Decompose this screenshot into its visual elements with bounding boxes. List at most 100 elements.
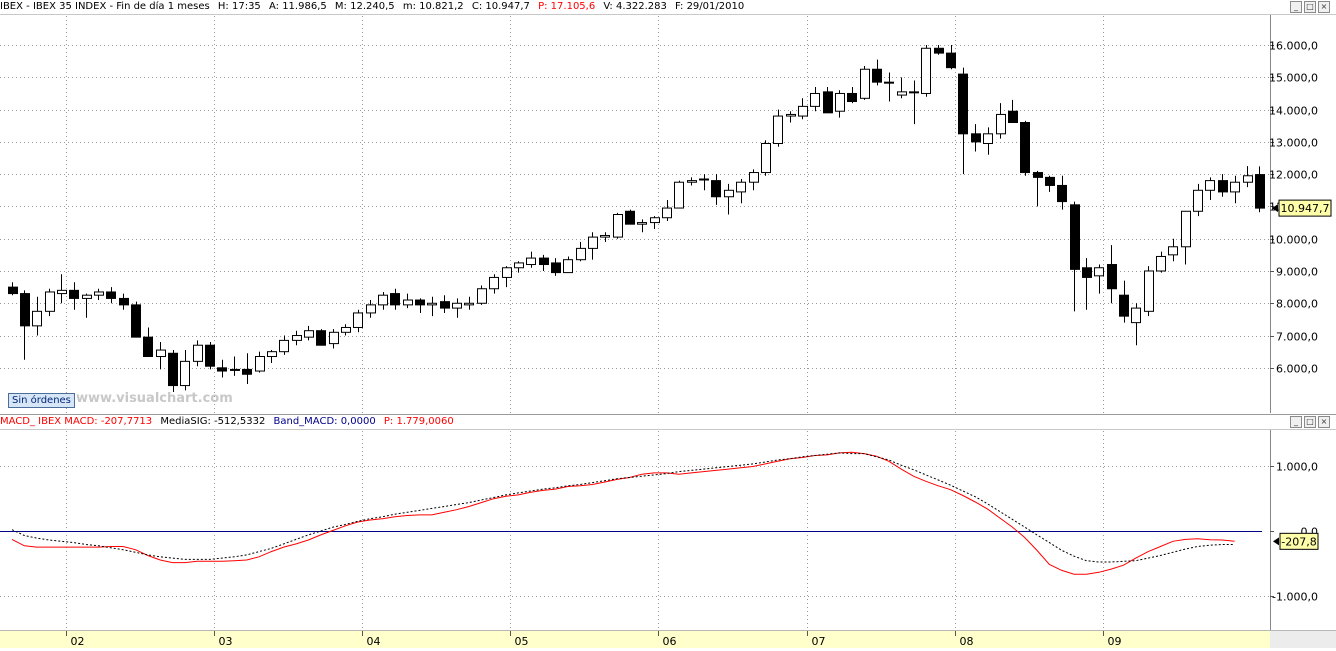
macd-chart: 1.000,00.0-1.000,0-207,8: [0, 430, 1319, 631]
last-macd-label: -207,8: [1281, 535, 1316, 548]
candle-up: [526, 251, 536, 268]
axis-corner: [1270, 630, 1336, 648]
candle-up: [464, 296, 474, 310]
price-tick-label: 13.000,0: [1269, 137, 1318, 150]
candle-up: [909, 80, 919, 125]
candle-body: [860, 68, 870, 99]
candle-up: [353, 309, 363, 333]
candle-body: [94, 291, 104, 296]
macd-close-button[interactable]: ×: [1318, 416, 1330, 428]
candle-body: [1082, 267, 1092, 278]
candle-up: [1243, 166, 1253, 188]
candle-up: [1181, 210, 1191, 265]
maximize-button[interactable]: □: [1304, 1, 1316, 13]
price-pane[interactable]: IBEX - IBEX 35 INDEX - Fin de día 1 mese…: [0, 0, 1336, 413]
close-button[interactable]: ×: [1318, 1, 1330, 13]
candle-up: [1156, 251, 1166, 273]
candle-up: [699, 174, 709, 191]
time-axis-labels: 02 03 04 05 06 07 08 09: [66, 631, 1122, 648]
candle-down: [1119, 280, 1129, 323]
last-price-label: 10.947,7: [1281, 202, 1330, 215]
candle-up: [279, 335, 289, 355]
candle-body: [489, 276, 499, 290]
volume-label: V: 4.322.283: [603, 1, 667, 12]
candle-up: [427, 296, 437, 317]
candle-body: [1119, 294, 1129, 317]
candle-down: [119, 293, 129, 310]
candle-body: [798, 105, 808, 117]
candle-down: [1082, 258, 1092, 310]
candle-body: [57, 289, 67, 295]
candle-up: [502, 266, 512, 288]
candle-down: [316, 329, 326, 346]
candle-body: [921, 47, 931, 94]
candle-body: [1057, 184, 1067, 203]
candle-up: [1193, 183, 1203, 217]
candle-down: [168, 350, 178, 393]
candle-up: [489, 274, 499, 294]
last-price-pointer: [1272, 204, 1278, 213]
candle-up: [32, 296, 42, 336]
candle-down: [106, 287, 116, 304]
candle-up: [403, 293, 413, 309]
p-label: P: 17.105,6: [538, 1, 596, 12]
candle-down: [1020, 120, 1030, 176]
candle-body: [736, 181, 746, 193]
candle-down: [625, 209, 635, 225]
candle-up: [786, 111, 796, 123]
candle-body: [934, 47, 944, 54]
candle-down: [1033, 170, 1043, 207]
candle-body: [1033, 172, 1043, 178]
sin-ordenes-button[interactable]: Sin órdenes: [8, 393, 75, 408]
candle-up: [613, 212, 623, 239]
macd-maximize-button[interactable]: □: [1304, 416, 1316, 428]
candle-up: [366, 300, 376, 318]
candle-body: [217, 367, 227, 372]
last-macd-pointer: [1273, 537, 1279, 546]
candle-body: [1168, 246, 1178, 256]
candle-down: [131, 301, 141, 338]
candle-body: [1255, 174, 1265, 209]
candle-body: [958, 73, 968, 135]
candle-body: [106, 291, 116, 299]
candle-body: [637, 222, 647, 225]
macd-minimize-button[interactable]: _: [1290, 416, 1302, 428]
macd-value-label: MACD_ IBEX MACD: -207,7713: [0, 416, 153, 427]
candle-down: [1045, 175, 1055, 192]
candle-up: [45, 288, 55, 317]
candle-body: [576, 247, 586, 261]
candle-body: [1243, 175, 1253, 183]
candle-up: [1131, 303, 1141, 346]
candle-up: [749, 169, 759, 191]
minimize-button[interactable]: _: [1290, 1, 1302, 13]
candle-body: [983, 133, 993, 144]
candle-body: [341, 326, 351, 333]
open-label: A: 11.986,5: [268, 1, 327, 12]
candle-down: [872, 59, 882, 86]
candle-down: [242, 353, 252, 384]
last-macd-tag: -207,8: [1273, 532, 1319, 550]
candle-down: [958, 67, 968, 175]
candle-up: [304, 325, 314, 341]
price-header: IBEX - IBEX 35 INDEX - Fin de día 1 mese…: [0, 0, 1336, 15]
candle-body: [292, 335, 302, 341]
candle-body: [551, 262, 561, 274]
candle-body: [378, 294, 388, 306]
candle-up: [180, 350, 190, 391]
candle-body: [390, 293, 400, 306]
candle-down: [934, 45, 944, 55]
price-tick-label: 16.000,0: [1269, 40, 1318, 53]
candle-down: [143, 327, 153, 358]
candle-down: [1008, 99, 1018, 124]
candle-body: [1144, 270, 1154, 312]
candle-up: [897, 77, 907, 99]
candle-body: [69, 289, 79, 299]
candle-body: [143, 336, 153, 358]
candle-body: [1218, 180, 1228, 193]
candle-body: [1070, 204, 1080, 270]
macd-pane[interactable]: MACD_ IBEX MACD: -207,7713 MediaSIG: -51…: [0, 414, 1336, 631]
candle-body: [971, 133, 981, 143]
candle-down: [390, 288, 400, 310]
candle-down: [823, 87, 833, 114]
candle-up: [637, 219, 647, 233]
